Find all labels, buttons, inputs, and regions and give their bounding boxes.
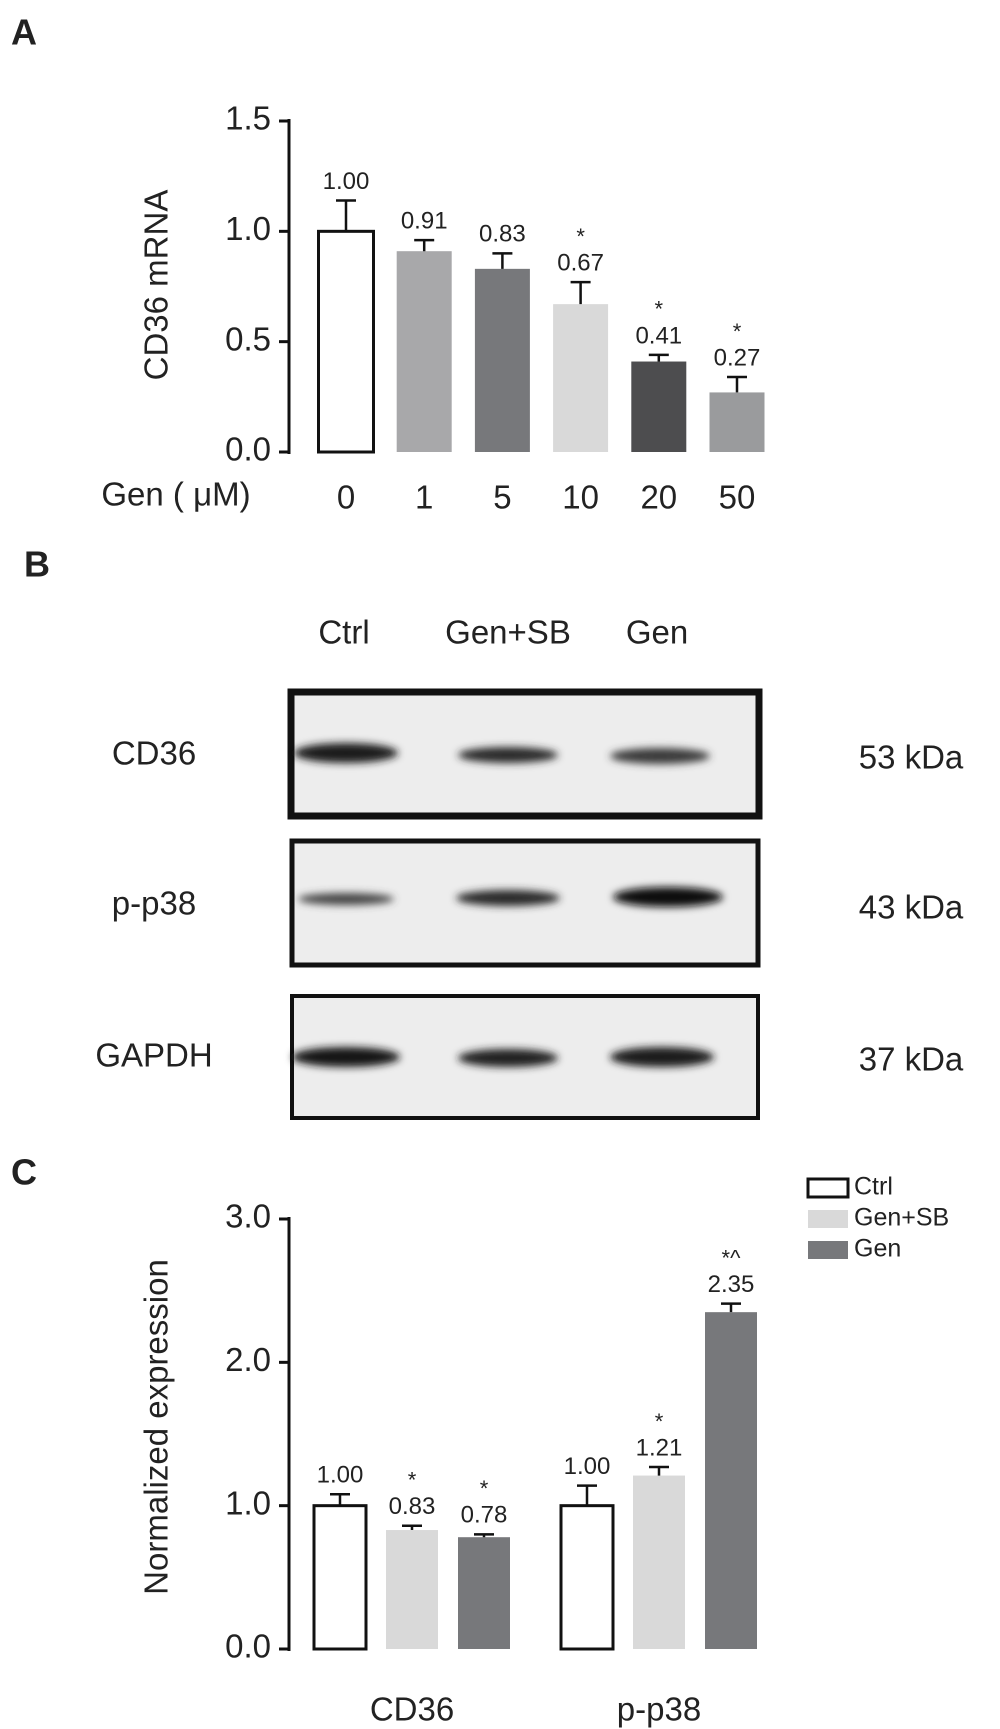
- error-bar: [648, 353, 669, 362]
- band: [292, 1047, 400, 1067]
- legend-swatch: [806, 1177, 850, 1199]
- band: [298, 893, 394, 905]
- size-label: 43 kDa: [859, 889, 964, 926]
- error-bar: [727, 375, 747, 393]
- x-tick-label: 50: [719, 479, 756, 516]
- value-label: 1.21: [636, 1434, 683, 1461]
- row-label: p-p38: [112, 885, 196, 922]
- bar: [386, 1530, 438, 1649]
- y-tick-label: 0.0: [225, 431, 271, 468]
- size-label: 53 kDa: [859, 739, 964, 776]
- error-bar: [649, 1465, 669, 1476]
- x-tick-label: 0: [337, 479, 355, 516]
- legend-label: Gen: [854, 1235, 901, 1263]
- value-label: 0.83: [389, 1493, 436, 1520]
- band: [294, 743, 398, 763]
- error-bar: [336, 199, 356, 232]
- band: [610, 1047, 714, 1067]
- value-label: 2.35: [708, 1271, 755, 1298]
- value-label: 0.83: [479, 221, 526, 248]
- panel-label: A: [11, 12, 37, 53]
- legend-label: Ctrl: [854, 1173, 893, 1201]
- size-label: 37 kDa: [859, 1041, 964, 1078]
- bar: [474, 268, 530, 452]
- row-label: GAPDH: [95, 1037, 212, 1074]
- x-tick-label: CD36: [370, 1691, 454, 1728]
- x-tick-label: 10: [562, 479, 599, 516]
- band: [456, 890, 560, 906]
- bar: [705, 1312, 757, 1649]
- x-tick-label: 1: [415, 479, 433, 516]
- error-bar: [577, 1484, 597, 1506]
- legend-swatch: [808, 1210, 848, 1228]
- error-bar: [570, 280, 591, 305]
- error-bar: [721, 1302, 741, 1313]
- error-bar: [474, 1533, 494, 1538]
- significance: *^: [722, 1245, 742, 1270]
- bar: [312, 1504, 368, 1651]
- bar: [458, 1537, 510, 1649]
- bar: [396, 251, 452, 452]
- x-tick-label: p-p38: [617, 1691, 701, 1728]
- x-tick-label: 5: [493, 479, 511, 516]
- panel-label: C: [11, 1152, 37, 1193]
- lane-label: Ctrl: [318, 614, 369, 651]
- bar: [633, 1475, 685, 1649]
- y-axis-label: Normalized expression: [138, 1259, 175, 1595]
- value-label: 1.00: [564, 1453, 611, 1480]
- value-label: 0.41: [635, 322, 682, 349]
- error-bar: [402, 1524, 422, 1531]
- band: [458, 1049, 558, 1067]
- error-bar: [414, 238, 435, 252]
- y-tick-label: 1.0: [225, 210, 271, 247]
- significance: *: [655, 1409, 664, 1434]
- bar: [553, 304, 609, 452]
- x-tick-label: 20: [640, 479, 677, 516]
- x-axis-label: Gen ( μM): [101, 476, 250, 513]
- significance: *: [576, 224, 585, 249]
- y-tick-label: 1.5: [225, 100, 271, 137]
- y-tick-label: 0.5: [225, 320, 271, 357]
- value-label: 0.91: [401, 208, 448, 235]
- blot-row: p-p38 43 kDa: [112, 838, 964, 968]
- lane-label: Gen+SB: [445, 614, 571, 651]
- bar: [709, 392, 765, 452]
- value-label: 0.67: [557, 249, 604, 276]
- significance: *: [733, 319, 742, 344]
- bar: [317, 229, 375, 454]
- row-label: CD36: [112, 735, 196, 772]
- error-bar: [330, 1492, 350, 1506]
- value-label: 0.78: [461, 1502, 508, 1529]
- error-bar: [492, 252, 513, 269]
- legend-label: Gen+SB: [854, 1204, 949, 1232]
- lane-label: Gen: [626, 614, 688, 651]
- band: [610, 748, 710, 764]
- value-label: 1.00: [323, 168, 370, 195]
- y-tick-label: 2.0: [225, 1341, 271, 1378]
- significance: *: [480, 1476, 489, 1501]
- y-tick-label: 3.0: [225, 1198, 271, 1235]
- band: [613, 887, 723, 907]
- bar: [631, 361, 687, 452]
- blot-row: GAPDH 37 kDa: [95, 994, 964, 1120]
- bar: [559, 1504, 615, 1651]
- band: [458, 747, 558, 763]
- y-tick-label: 1.0: [225, 1484, 271, 1521]
- value-label: 0.27: [714, 344, 761, 371]
- value-label: 1.00: [317, 1462, 364, 1489]
- y-tick-label: 0.0: [225, 1628, 271, 1665]
- legend-swatch: [808, 1241, 848, 1259]
- panel-label: B: [24, 544, 50, 585]
- significance: *: [655, 297, 664, 322]
- blot-row: CD36 53 kDa: [112, 688, 964, 820]
- significance: *: [408, 1468, 417, 1493]
- y-axis-label: CD36 mRNA: [138, 190, 175, 381]
